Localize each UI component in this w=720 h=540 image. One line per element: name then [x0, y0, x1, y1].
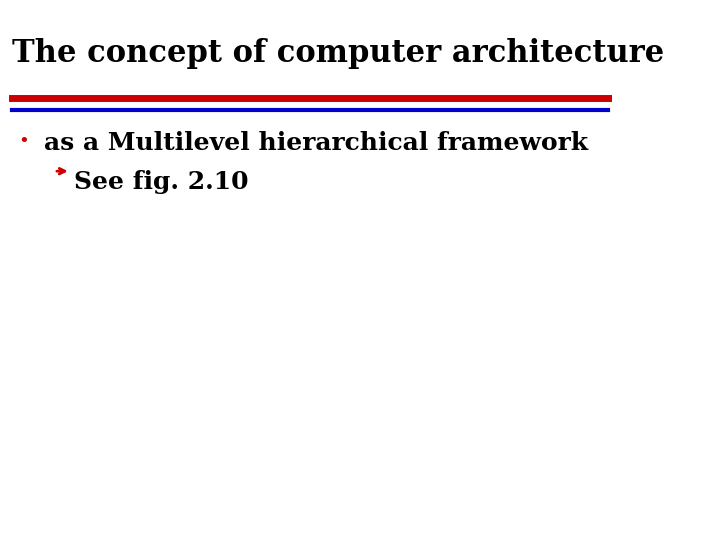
Text: as a Multilevel hierarchical framework: as a Multilevel hierarchical framework	[44, 131, 588, 154]
Text: •: •	[19, 132, 30, 150]
Text: See fig. 2.10: See fig. 2.10	[73, 170, 248, 193]
Text: The concept of computer architecture: The concept of computer architecture	[12, 38, 665, 69]
